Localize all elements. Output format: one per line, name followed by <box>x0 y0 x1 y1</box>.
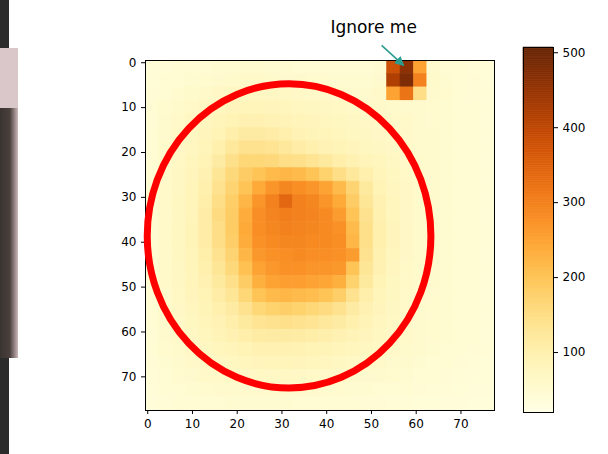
svg-text:10: 10 <box>121 100 136 114</box>
svg-text:100: 100 <box>563 345 586 359</box>
svg-text:500: 500 <box>563 46 586 60</box>
svg-text:200: 200 <box>563 270 586 284</box>
svg-text:0: 0 <box>144 417 152 431</box>
svg-text:300: 300 <box>563 195 586 209</box>
svg-text:20: 20 <box>121 145 136 159</box>
svg-text:70: 70 <box>453 417 468 431</box>
svg-text:0: 0 <box>129 56 137 70</box>
svg-text:60: 60 <box>409 417 424 431</box>
svg-text:20: 20 <box>230 417 245 431</box>
svg-text:30: 30 <box>274 417 289 431</box>
svg-text:40: 40 <box>121 235 136 249</box>
svg-text:30: 30 <box>121 190 136 204</box>
svg-text:40: 40 <box>319 417 334 431</box>
svg-text:10: 10 <box>185 417 200 431</box>
svg-text:50: 50 <box>121 280 136 294</box>
svg-text:400: 400 <box>563 121 586 135</box>
svg-text:50: 50 <box>364 417 379 431</box>
svg-text:60: 60 <box>121 325 136 339</box>
svg-text:70: 70 <box>121 370 136 384</box>
svg-text:Ignore me: Ignore me <box>330 17 416 37</box>
